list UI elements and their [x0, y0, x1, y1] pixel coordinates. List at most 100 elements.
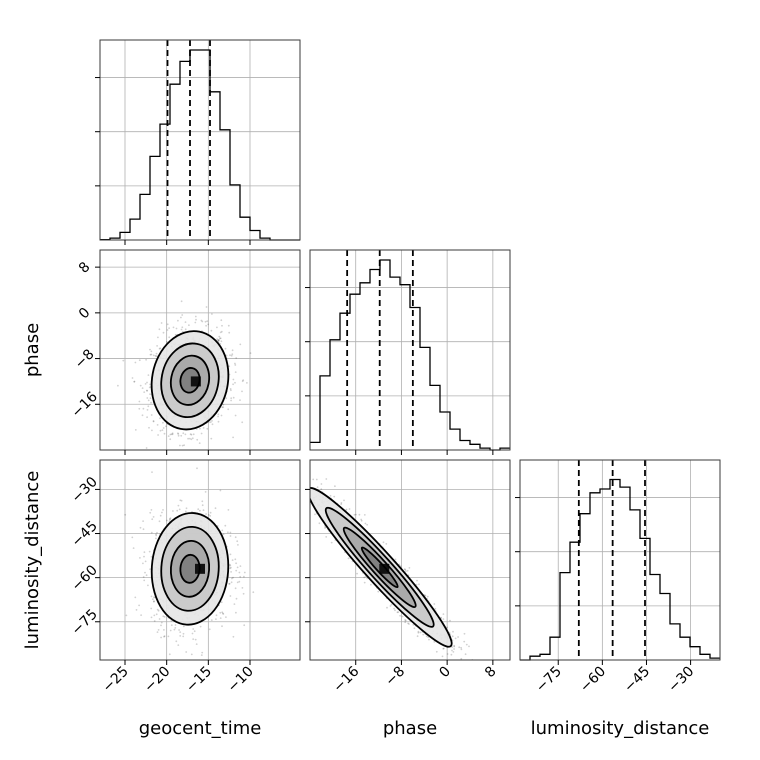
sample-point	[217, 339, 219, 342]
sample-point	[163, 635, 166, 637]
x-tick-label: −10	[225, 664, 257, 696]
sample-point	[228, 583, 231, 585]
sample-point	[306, 499, 308, 501]
sample-point	[404, 621, 407, 624]
sample-point	[150, 595, 153, 598]
sample-point	[228, 582, 231, 585]
sample-point	[144, 571, 146, 574]
sample-point	[197, 508, 200, 511]
sample-point	[158, 347, 161, 350]
sample-point	[155, 537, 157, 540]
sample-point	[232, 396, 235, 399]
sample-point	[184, 433, 187, 436]
sample-point	[390, 603, 393, 606]
sample-point	[138, 400, 141, 403]
sample-point	[227, 509, 230, 511]
sample-point	[147, 399, 150, 402]
sample-point	[494, 707, 496, 709]
sample-point	[222, 533, 225, 536]
sample-point	[290, 464, 292, 466]
sample-point	[389, 605, 392, 607]
sample-point	[156, 531, 158, 534]
sample-point	[227, 408, 230, 411]
sample-point	[315, 478, 318, 481]
sample-point	[304, 499, 306, 501]
panel-phase-histogram	[305, 249, 511, 455]
sample-point	[168, 327, 171, 329]
sample-point	[221, 625, 223, 628]
sample-point	[172, 510, 174, 512]
sample-point	[168, 653, 171, 656]
sample-point	[306, 501, 308, 503]
sample-point	[146, 389, 149, 392]
sample-point	[446, 653, 449, 655]
sample-point	[219, 331, 222, 334]
sample-point	[307, 500, 309, 502]
sample-point	[231, 353, 234, 356]
sample-point	[170, 433, 173, 436]
sample-point	[149, 397, 152, 400]
sample-point	[147, 584, 149, 587]
sample-point	[144, 383, 147, 385]
sample-point	[200, 432, 203, 435]
density-level	[180, 554, 200, 583]
sample-point	[364, 522, 367, 525]
x-tick-label: −30	[665, 664, 697, 696]
sample-point	[230, 571, 233, 573]
sample-point	[194, 638, 197, 641]
sample-point	[446, 626, 449, 629]
sample-point	[166, 519, 168, 522]
sample-point	[232, 436, 235, 439]
sample-point	[230, 397, 233, 400]
sample-point	[146, 381, 148, 384]
sample-point	[440, 616, 442, 619]
sample-point	[333, 495, 336, 498]
sample-point	[153, 620, 156, 622]
sample-point	[179, 499, 182, 502]
sample-point	[175, 640, 178, 643]
sample-point	[305, 480, 307, 482]
sample-point	[152, 420, 155, 422]
sample-point	[124, 513, 127, 516]
sample-point	[157, 336, 159, 339]
sample-point	[236, 566, 239, 569]
y-tick-label: 0	[76, 305, 94, 323]
sample-point	[210, 437, 213, 440]
panel-luminosity_distance-histogram: −75 −60 −45 −30	[515, 459, 721, 696]
sample-point	[162, 427, 165, 429]
sample-point	[225, 354, 228, 357]
sample-point	[145, 574, 148, 577]
sample-point	[234, 414, 237, 417]
sample-point	[314, 513, 316, 516]
contour-line	[179, 553, 201, 584]
sample-point	[162, 421, 164, 424]
sample-point	[182, 635, 185, 638]
sample-point	[133, 380, 136, 383]
sample-point	[295, 473, 297, 475]
sample-point	[427, 636, 430, 639]
x-tick-label: −25	[100, 664, 132, 696]
sample-point	[156, 631, 159, 633]
sample-point	[377, 590, 380, 593]
sample-point	[239, 343, 242, 346]
sample-point	[211, 420, 213, 422]
sample-point	[393, 607, 395, 610]
sample-point	[329, 494, 332, 497]
sample-point	[177, 319, 179, 322]
sample-point	[451, 649, 453, 652]
sample-point	[145, 358, 148, 361]
sample-point	[142, 562, 144, 565]
y-axis-label-luminosity_distance: luminosity_distance	[22, 471, 43, 650]
density-peak	[379, 563, 390, 574]
sample-point	[169, 465, 171, 467]
sample-point	[305, 484, 307, 486]
sample-point	[200, 319, 203, 322]
sample-point	[404, 619, 406, 621]
x-tick-label: 0	[436, 664, 454, 682]
sample-point	[416, 635, 419, 638]
sample-point	[345, 508, 348, 511]
sample-point	[190, 653, 193, 656]
sample-point	[230, 566, 232, 569]
sample-point	[221, 611, 224, 614]
